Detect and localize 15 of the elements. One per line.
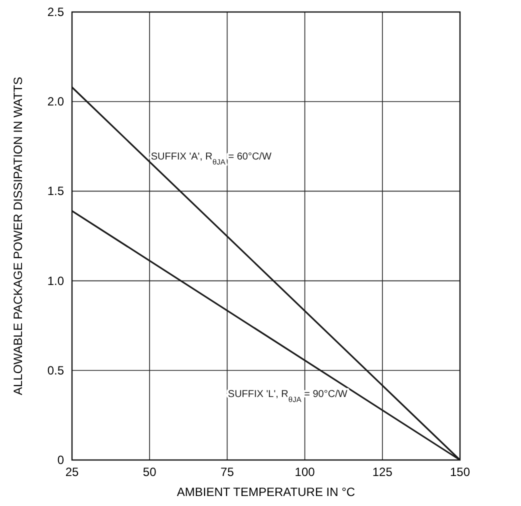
x-tick-label: 25 xyxy=(65,465,79,479)
series-label: SUFFIX 'A', R$_{θJA}$ = 60°C/W xyxy=(150,151,272,166)
y-axis-title: ALLOWABLE PACKAGE POWER DISSIPATION IN WATTS xyxy=(11,76,25,396)
x-tick-label: 125 xyxy=(372,465,393,479)
x-axis-title: AMBIENT TEMPERATURE IN °C xyxy=(176,485,356,499)
y-tick-label: 0 xyxy=(57,453,64,467)
y-tick-label: 1.0 xyxy=(47,274,64,288)
y-tick-label: 2.0 xyxy=(47,94,64,109)
x-tick-label: 150 xyxy=(450,465,470,479)
x-tick-label: 100 xyxy=(294,465,316,479)
x-tick-label: 75 xyxy=(220,465,234,479)
y-tick-label: 2.5 xyxy=(47,5,64,19)
y-tick-label: 0.5 xyxy=(47,363,64,378)
x-tick-label: 50 xyxy=(142,465,157,479)
y-tick-label: 1.5 xyxy=(47,184,64,198)
